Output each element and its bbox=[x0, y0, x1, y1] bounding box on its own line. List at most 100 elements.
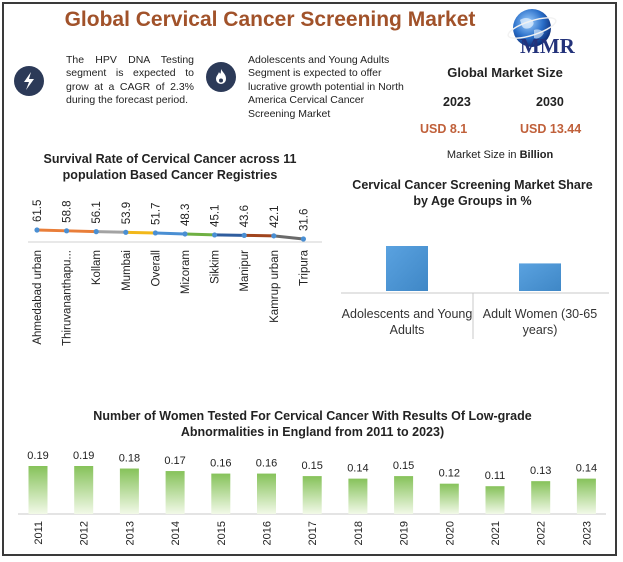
tested-bar bbox=[119, 468, 139, 514]
market-unit-value: Billion bbox=[519, 149, 554, 161]
logo-text: MMR bbox=[520, 34, 575, 58]
survival-point bbox=[34, 227, 40, 233]
globe-logo-icon bbox=[507, 9, 557, 47]
market-value-end: USD 13.44 bbox=[520, 122, 582, 136]
tested-year-label: 2022 bbox=[536, 521, 548, 545]
survival-value-label: 58.8 bbox=[62, 200, 74, 222]
survival-category-label: Thiruvananthapu... bbox=[62, 250, 74, 346]
flame-icon bbox=[206, 62, 236, 92]
tested-year-label: 2014 bbox=[170, 521, 182, 545]
survival-value-label: 53.9 bbox=[121, 202, 133, 224]
market-value-start: USD 8.1 bbox=[420, 122, 468, 136]
tested-value-label: 0.15 bbox=[393, 460, 414, 472]
tested-value-label: 0.17 bbox=[164, 455, 185, 467]
survival-line-segment bbox=[96, 230, 126, 234]
tested-bar bbox=[348, 478, 368, 514]
tested-bar bbox=[74, 466, 94, 514]
survival-category-label: Kamrup urban bbox=[269, 250, 281, 323]
market-unit-label: Market Size in Billion bbox=[420, 149, 580, 161]
tested-year-label: 2013 bbox=[124, 521, 136, 545]
tested-year-label: 2020 bbox=[444, 521, 456, 545]
tested-bar bbox=[531, 481, 551, 514]
survival-category-label: Tripura bbox=[298, 249, 310, 286]
tested-bar bbox=[485, 486, 505, 514]
survival-value-label: 31.6 bbox=[298, 209, 310, 231]
global-market-title: Global Market Size bbox=[447, 65, 563, 80]
survival-chart-title: Survival Rate of Cervical Cancer across … bbox=[43, 152, 297, 182]
survival-point bbox=[271, 233, 277, 239]
share-bar bbox=[386, 246, 428, 291]
tested-chart-title: Number of Women Tested For Cervical Canc… bbox=[93, 409, 532, 439]
tested-year-label: 2021 bbox=[490, 521, 502, 545]
tested-value-label: 0.19 bbox=[73, 450, 94, 462]
survival-point bbox=[93, 229, 99, 235]
tested-value-label: 0.12 bbox=[439, 468, 460, 480]
tested-bar bbox=[211, 473, 231, 514]
survival-category-label: Mumbai bbox=[121, 250, 133, 291]
survival-value-label: 51.7 bbox=[150, 203, 162, 225]
tested-year-label: 2016 bbox=[262, 521, 274, 545]
tested-value-label: 0.19 bbox=[27, 450, 48, 462]
survival-value-label: 56.1 bbox=[91, 201, 103, 223]
survival-point bbox=[300, 236, 306, 242]
tested-bar bbox=[257, 473, 276, 514]
survival-category-label: Ahmedabad urban bbox=[32, 250, 44, 345]
tested-bar bbox=[302, 476, 322, 514]
tested-bar bbox=[576, 478, 596, 514]
tested-bar bbox=[439, 483, 459, 514]
highlight-text-hpv: The HPV DNA Testing segment is expected … bbox=[66, 54, 194, 107]
survival-line-segment bbox=[36, 228, 67, 233]
survival-line-segment bbox=[125, 230, 156, 235]
page-title: Global Cervical Cancer Screening Market bbox=[64, 8, 476, 31]
survival-value-label: 61.5 bbox=[32, 200, 44, 222]
share-category-label: Adult Women (30-65 years) bbox=[483, 307, 597, 337]
market-year-start: 2023 bbox=[443, 95, 471, 109]
survival-category-label: Sikkim bbox=[210, 250, 222, 284]
tested-value-label: 0.16 bbox=[210, 458, 231, 470]
survival-category-label: Manipur bbox=[239, 250, 251, 292]
survival-point bbox=[152, 230, 158, 236]
tested-year-label: 2023 bbox=[581, 521, 593, 545]
survival-value-label: 48.3 bbox=[180, 204, 192, 226]
tested-value-label: 0.15 bbox=[301, 460, 322, 472]
share-chart-title: Cervical Cancer Screening Market Share b… bbox=[352, 178, 593, 208]
survival-category-label: Overall bbox=[150, 250, 162, 286]
survival-point bbox=[182, 231, 188, 237]
survival-category-label: Mizoram bbox=[180, 250, 192, 294]
survival-line-segment bbox=[155, 231, 186, 236]
survival-point bbox=[123, 229, 129, 235]
tested-year-label: 2017 bbox=[307, 521, 319, 545]
share-category-label: Adolescents and Young Adults bbox=[342, 307, 473, 337]
tested-year-label: 2015 bbox=[216, 521, 228, 545]
share-bar bbox=[519, 263, 561, 291]
tested-value-label: 0.16 bbox=[256, 458, 277, 470]
lightning-icon bbox=[14, 66, 44, 96]
highlight-text-adolescents: Adolescents and Young Adults Segment is … bbox=[248, 54, 404, 120]
tested-year-label: 2018 bbox=[353, 521, 365, 545]
survival-value-label: 45.1 bbox=[210, 205, 222, 227]
tested-value-label: 0.14 bbox=[576, 463, 597, 475]
tested-value-label: 0.18 bbox=[119, 453, 140, 465]
tested-bar bbox=[394, 476, 414, 514]
tested-value-label: 0.13 bbox=[530, 465, 551, 477]
tested-year-label: 2011 bbox=[33, 521, 45, 545]
survival-category-label: Kollam bbox=[91, 250, 103, 285]
survival-value-label: 42.1 bbox=[269, 205, 281, 227]
survival-value-label: 43.6 bbox=[239, 205, 251, 227]
survival-point bbox=[64, 228, 70, 234]
survival-line-segment bbox=[66, 229, 97, 234]
tested-year-label: 2019 bbox=[399, 521, 411, 545]
tested-value-label: 0.14 bbox=[347, 463, 368, 475]
tested-bar bbox=[28, 466, 48, 514]
market-unit-text: Market Size in bbox=[446, 149, 517, 161]
survival-line-segment bbox=[184, 232, 215, 237]
survival-point bbox=[241, 232, 247, 238]
survival-line-segment bbox=[273, 234, 304, 241]
tested-value-label: 0.11 bbox=[485, 470, 506, 482]
tested-year-label: 2012 bbox=[79, 521, 91, 545]
tested-bar bbox=[165, 471, 185, 514]
survival-point bbox=[212, 232, 218, 238]
infographic-frame bbox=[2, 2, 617, 556]
market-year-end: 2030 bbox=[536, 95, 564, 109]
